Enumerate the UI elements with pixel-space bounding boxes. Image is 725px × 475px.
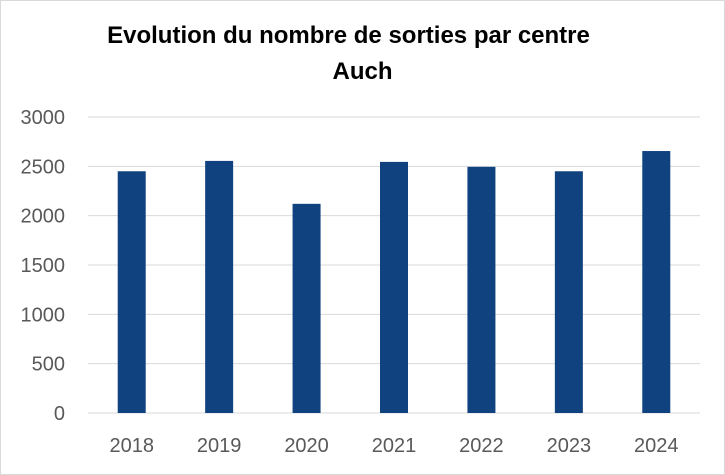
x-tick-label: 2021 — [372, 435, 417, 457]
bar-2024 — [642, 151, 671, 414]
bar-2023 — [554, 171, 583, 413]
y-tick-label: 500 — [32, 354, 65, 376]
bars — [117, 151, 671, 414]
bar-2018 — [117, 171, 146, 413]
x-tick-label: 2020 — [284, 435, 329, 457]
y-tick-label: 3000 — [21, 107, 66, 129]
x-tick-label: 2022 — [459, 435, 504, 457]
bar-2019 — [205, 160, 234, 413]
x-tick-label: 2024 — [634, 435, 679, 457]
x-tick-label: 2019 — [197, 435, 242, 457]
chart-subtitle: Auch — [332, 58, 393, 85]
y-axis-labels: 0 500 1000 1500 2000 2500 3000 — [21, 107, 66, 425]
x-tick-label: 2018 — [109, 435, 154, 457]
y-tick-label: 2500 — [21, 156, 66, 178]
y-tick-label: 0 — [54, 403, 65, 425]
bar-2021 — [380, 161, 408, 413]
chart-title: Evolution du nombre de sorties par centr… — [107, 22, 590, 49]
y-tick-label: 1500 — [21, 255, 66, 277]
x-tick-label: 2023 — [547, 435, 592, 457]
y-tick-label: 1000 — [21, 304, 66, 326]
y-tick-label: 2000 — [21, 206, 66, 228]
x-axis-labels: 2018 2019 2020 2021 2022 2023 2024 — [109, 435, 678, 457]
bar-2022 — [467, 166, 496, 413]
bar-2020 — [292, 203, 321, 413]
